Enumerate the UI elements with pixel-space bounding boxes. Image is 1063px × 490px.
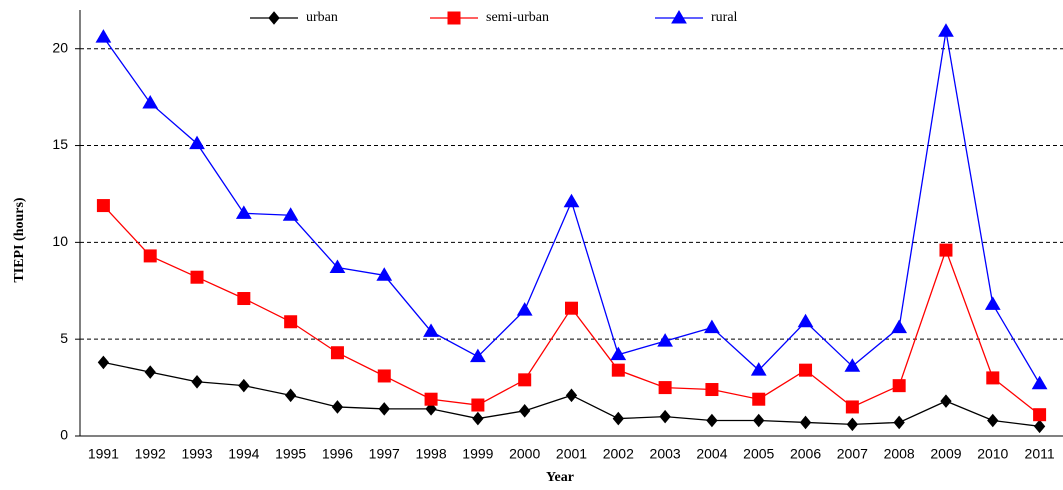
y-tick-label: 0 [60, 427, 68, 443]
point [329, 259, 346, 274]
y-axis-title: TIEPI (hours) [12, 197, 27, 283]
point [1033, 408, 1047, 422]
point [472, 411, 484, 426]
point [986, 371, 1000, 385]
point [938, 23, 954, 37]
point [237, 292, 251, 306]
point [1033, 419, 1046, 434]
x-tick-label: 2009 [930, 446, 961, 462]
x-tick-label: 2001 [556, 446, 587, 462]
x-tick-label: 2007 [837, 446, 868, 462]
x-tick-label: 1994 [228, 446, 259, 462]
point [235, 205, 252, 219]
x-tick-label: 2011 [1025, 446, 1055, 462]
point [190, 270, 204, 284]
y-tick-label: 10 [52, 233, 68, 249]
point [939, 243, 953, 257]
x-tick-label: 1999 [462, 446, 493, 462]
y-tick-label: 20 [52, 39, 68, 55]
point [612, 411, 624, 426]
x-tick-label: 2004 [696, 446, 727, 462]
x-tick-label: 1996 [322, 446, 353, 462]
x-tick-label: 1998 [415, 446, 446, 462]
x-tick-label: 2008 [884, 446, 915, 462]
point [844, 358, 861, 372]
legend-label: semi-urban [486, 10, 549, 25]
legend-label: urban [306, 10, 338, 25]
y-tick-label: 15 [52, 136, 68, 152]
point [706, 413, 718, 428]
point [799, 363, 813, 377]
point [846, 417, 859, 432]
x-axis-title: Year [546, 470, 574, 485]
x-tick-label: 1991 [88, 446, 119, 462]
point [987, 413, 999, 428]
point [377, 369, 391, 383]
legend-marker [447, 11, 461, 25]
point [424, 392, 438, 406]
point [845, 400, 859, 414]
point [142, 94, 159, 109]
point [752, 392, 766, 406]
point [892, 379, 906, 393]
point [518, 373, 532, 387]
point [284, 315, 298, 329]
point [893, 415, 905, 430]
point [891, 319, 908, 334]
x-tick-label: 2002 [603, 446, 634, 462]
x-tick-label: 1997 [369, 446, 400, 462]
point [376, 267, 393, 281]
point [144, 365, 156, 379]
point [378, 402, 390, 416]
point [563, 193, 580, 208]
point [143, 249, 157, 263]
point [470, 348, 486, 363]
point [189, 135, 205, 150]
point [565, 388, 578, 403]
point [516, 302, 533, 316]
point [611, 363, 625, 377]
point [471, 398, 485, 412]
legend-marker [268, 11, 280, 25]
point [284, 388, 297, 403]
x-tick-label: 2005 [743, 446, 774, 462]
x-tick-label: 2003 [650, 446, 681, 462]
point [984, 296, 1001, 310]
point [799, 415, 812, 430]
point [797, 313, 814, 328]
point [657, 333, 673, 347]
point [750, 362, 767, 376]
point [330, 346, 344, 360]
point [1031, 375, 1048, 390]
point [658, 381, 672, 395]
legend-label: rural [711, 10, 738, 25]
x-tick-label: 2000 [509, 446, 540, 462]
x-tick-label: 1995 [275, 446, 306, 462]
point [191, 375, 203, 389]
x-tick-label: 2006 [790, 446, 821, 462]
point [95, 29, 112, 43]
x-tick-label: 1992 [135, 446, 166, 462]
x-tick-label: 2010 [977, 446, 1008, 462]
point [282, 207, 299, 221]
point [238, 378, 250, 393]
point [610, 346, 627, 361]
point [96, 199, 110, 213]
point [519, 404, 531, 418]
point [705, 383, 719, 397]
point [423, 323, 439, 337]
y-tick-label: 5 [60, 330, 68, 346]
point [331, 400, 344, 414]
point [565, 301, 578, 315]
point [753, 413, 765, 428]
x-tick-label: 1993 [181, 446, 212, 462]
point [97, 355, 110, 370]
legend-marker [671, 10, 687, 24]
point [940, 394, 952, 408]
point [704, 319, 720, 334]
point [659, 409, 671, 424]
point [425, 402, 437, 416]
